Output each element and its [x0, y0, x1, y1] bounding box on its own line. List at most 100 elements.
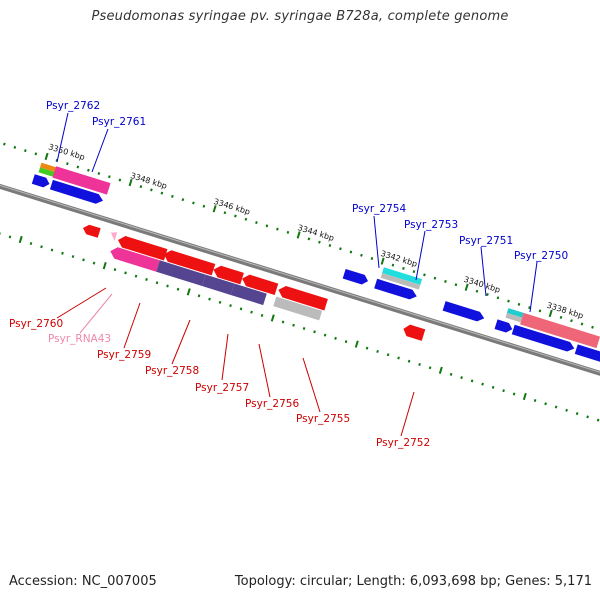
gene-psyr-2756[interactable] [230, 283, 267, 306]
minor-tick [507, 299, 510, 303]
minor-tick [418, 363, 421, 367]
minor-tick [265, 224, 269, 228]
gene-psyr-2755[interactable] [277, 284, 328, 311]
gene-psyr-2751[interactable] [442, 301, 486, 323]
gene-label-psyr-2757[interactable]: Psyr_2757 [195, 382, 249, 394]
accession-text: Accession: NC_007005 [9, 574, 157, 589]
minor-tick [145, 277, 148, 281]
gene-block[interactable] [574, 344, 600, 363]
gene-label-psyr-2754[interactable]: Psyr_2754 [352, 203, 406, 215]
gene-block[interactable] [273, 296, 323, 321]
minor-tick [108, 175, 111, 179]
gene-block[interactable] [240, 273, 279, 296]
minor-tick [402, 266, 405, 270]
minor-tick [328, 243, 332, 247]
topology-text: Topology: circular; Length: 6,093,698 bp… [234, 574, 592, 589]
minor-tick [486, 293, 489, 297]
minor-tick [92, 261, 96, 265]
minor-tick [202, 204, 206, 208]
minor-tick [197, 294, 201, 298]
major-tick [270, 314, 275, 322]
gene-label-psyr-2751[interactable]: Psyr_2751 [459, 235, 513, 247]
minor-tick [334, 336, 337, 340]
minor-tick [124, 271, 127, 275]
minor-tick [66, 162, 69, 166]
genome-strip: 3350 kbp 3348 kbp 3346 kbp 3344 kbp 3342… [0, 142, 600, 422]
gene-psyr-2750[interactable] [506, 308, 524, 318]
minor-tick [24, 149, 27, 153]
gene-psyr-2761[interactable] [52, 166, 111, 195]
minor-tick [391, 263, 395, 267]
gene-psyr-2754-left[interactable] [342, 268, 370, 286]
minor-tick [181, 198, 185, 202]
minor-tick [412, 270, 416, 274]
minor-tick [475, 289, 479, 293]
gene-block[interactable] [49, 179, 105, 206]
minor-tick [365, 346, 369, 350]
minor-tick [255, 221, 258, 225]
minor-tick [596, 418, 600, 422]
gene-block[interactable] [116, 234, 168, 261]
gene-block[interactable] [494, 319, 514, 334]
minor-tick [286, 230, 290, 234]
gene-label-psyr-2753[interactable]: Psyr_2753 [404, 219, 458, 231]
gene-psyr-2752[interactable] [402, 323, 426, 341]
gene-block[interactable] [505, 312, 523, 323]
kbp-label: 3338 kbp [546, 301, 585, 321]
kbp-label: 3346 kbp [213, 197, 252, 217]
gene-label-psyr-2762[interactable]: Psyr_2762 [46, 100, 100, 112]
minor-tick [538, 309, 542, 313]
gene-psyr-rna43[interactable] [109, 231, 118, 241]
gene-psyr-2754[interactable] [374, 278, 418, 301]
gene-block[interactable] [511, 324, 576, 354]
minor-tick [8, 235, 12, 239]
minor-tick [318, 240, 321, 244]
gene-label-psyr-2755[interactable]: Psyr_2755 [296, 413, 350, 425]
gene-label-psyr-2756[interactable]: Psyr_2756 [245, 398, 299, 410]
major-tick [186, 288, 191, 296]
gene-label-psyr-2750[interactable]: Psyr_2750 [514, 250, 568, 262]
major-tick [18, 235, 23, 244]
gene-label-psyr-2759[interactable]: Psyr_2759 [97, 349, 151, 361]
minor-tick [218, 300, 222, 304]
minor-tick [512, 392, 516, 396]
minor-tick [29, 241, 33, 245]
minor-tick [260, 313, 264, 317]
genome-title: Pseudomonas syringae pv. syringae B728a,… [91, 9, 509, 24]
minor-tick [570, 319, 573, 323]
minor-tick [171, 194, 174, 198]
callout-lines [56, 112, 538, 437]
gene-label-psyr-2752[interactable]: Psyr_2752 [376, 437, 430, 449]
minor-tick [496, 296, 500, 300]
gene-psyr-2760[interactable] [81, 223, 101, 238]
genome-backbone [0, 161, 600, 381]
outer-tick-row [3, 142, 594, 329]
gene-psyr-2759[interactable] [109, 245, 160, 272]
gene-psyr-2758[interactable] [156, 260, 206, 287]
gene-psyr-2753[interactable] [382, 267, 423, 285]
minor-tick [3, 142, 6, 146]
minor-tick [339, 247, 342, 251]
minor-tick [313, 330, 316, 334]
gene-label-psyr-2760[interactable]: Psyr_2760 [9, 318, 63, 330]
gene-label-psyr-rna43[interactable]: Psyr_RNA43 [48, 333, 111, 345]
gene-label-psyr-2758[interactable]: Psyr_2758 [145, 365, 199, 377]
gene-block[interactable] [212, 264, 244, 285]
minor-tick [229, 304, 232, 308]
gene-block[interactable] [31, 174, 51, 189]
kbp-label: 3350 kbp [47, 142, 86, 162]
gene-block[interactable] [380, 272, 421, 290]
minor-tick [118, 178, 122, 182]
minor-tick [155, 281, 159, 285]
gene-block[interactable] [520, 312, 600, 349]
minor-tick [397, 356, 400, 360]
minor-tick [281, 320, 285, 324]
reverse-genes [81, 223, 426, 341]
gene-label-psyr-2761[interactable]: Psyr_2761 [92, 116, 146, 128]
minor-tick [428, 366, 432, 370]
gene-block[interactable] [162, 248, 216, 276]
gene-psyr-2757[interactable] [202, 274, 235, 295]
major-tick [464, 283, 469, 291]
minor-tick [302, 327, 306, 331]
minor-tick [370, 257, 374, 261]
